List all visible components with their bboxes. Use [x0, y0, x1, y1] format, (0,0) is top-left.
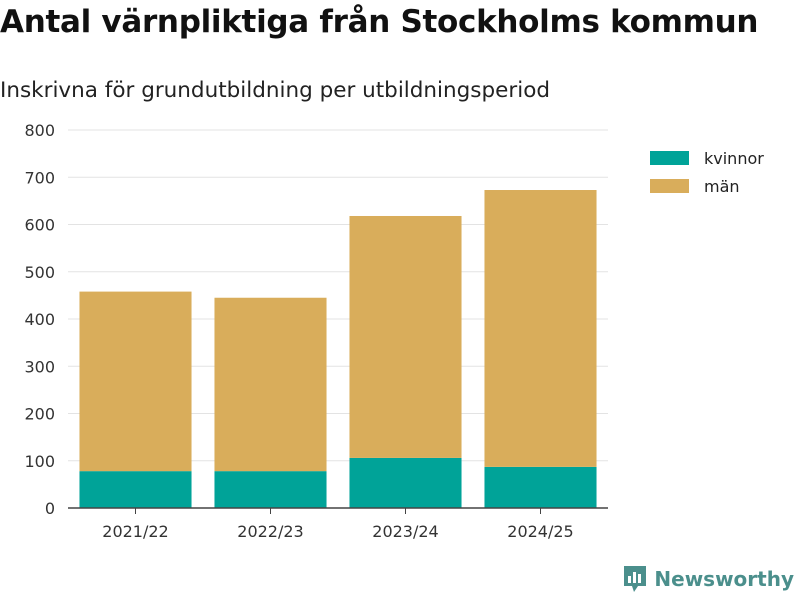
bar-2024-25-kvinnor	[484, 466, 597, 508]
legend-swatch-kvinnor	[650, 151, 689, 165]
bar-2022-23-kvinnor	[214, 471, 327, 508]
y-tick-label-700: 700	[24, 168, 55, 187]
bar-2022-23-män	[214, 297, 327, 472]
legend-label-kvinnor: kvinnor	[704, 149, 764, 168]
x-tick-label-2021-22: 2021/22	[102, 522, 168, 541]
brand-name: Newsworthy	[654, 567, 794, 591]
x-tick-label-2022-23: 2022/23	[237, 522, 303, 541]
x-axis-tick-labels: 2021/22 2022/23 2023/24 2024/25	[102, 522, 573, 541]
bar-2023-24-kvinnor	[349, 457, 462, 508]
x-tick-label-2024-25: 2024/25	[507, 522, 573, 541]
y-tick-label-400: 400	[24, 310, 55, 329]
bars	[79, 190, 597, 508]
bar-2021-22-män	[79, 291, 192, 472]
bar-2023-24-män	[349, 215, 462, 458]
chart-title: Antal värnpliktiga från Stockholms kommu…	[0, 4, 759, 40]
y-axis-tick-labels: 0 100 200 300 400 500 600 700 800	[24, 121, 55, 518]
chart-subtitle: Inskrivna för grundutbildning per utbild…	[0, 78, 550, 103]
bar-2021-22-kvinnor	[79, 471, 192, 508]
legend: kvinnor män	[650, 149, 764, 196]
y-tick-label-600: 600	[24, 216, 55, 235]
legend-swatch-män	[650, 179, 689, 193]
x-axis-ticks	[135, 508, 541, 514]
bar-2024-25-män	[484, 190, 597, 467]
y-tick-label-0: 0	[45, 499, 55, 518]
legend-label-män: män	[704, 177, 740, 196]
y-tick-label-500: 500	[24, 263, 55, 282]
y-tick-label-200: 200	[24, 405, 55, 424]
brand-logo: Newsworthy	[622, 564, 794, 594]
newsworthy-logo-icon	[624, 566, 647, 592]
x-tick-label-2023-24: 2023/24	[372, 522, 438, 541]
y-tick-label-800: 800	[24, 121, 55, 140]
y-tick-label-300: 300	[24, 357, 55, 376]
y-tick-label-100: 100	[24, 452, 55, 471]
